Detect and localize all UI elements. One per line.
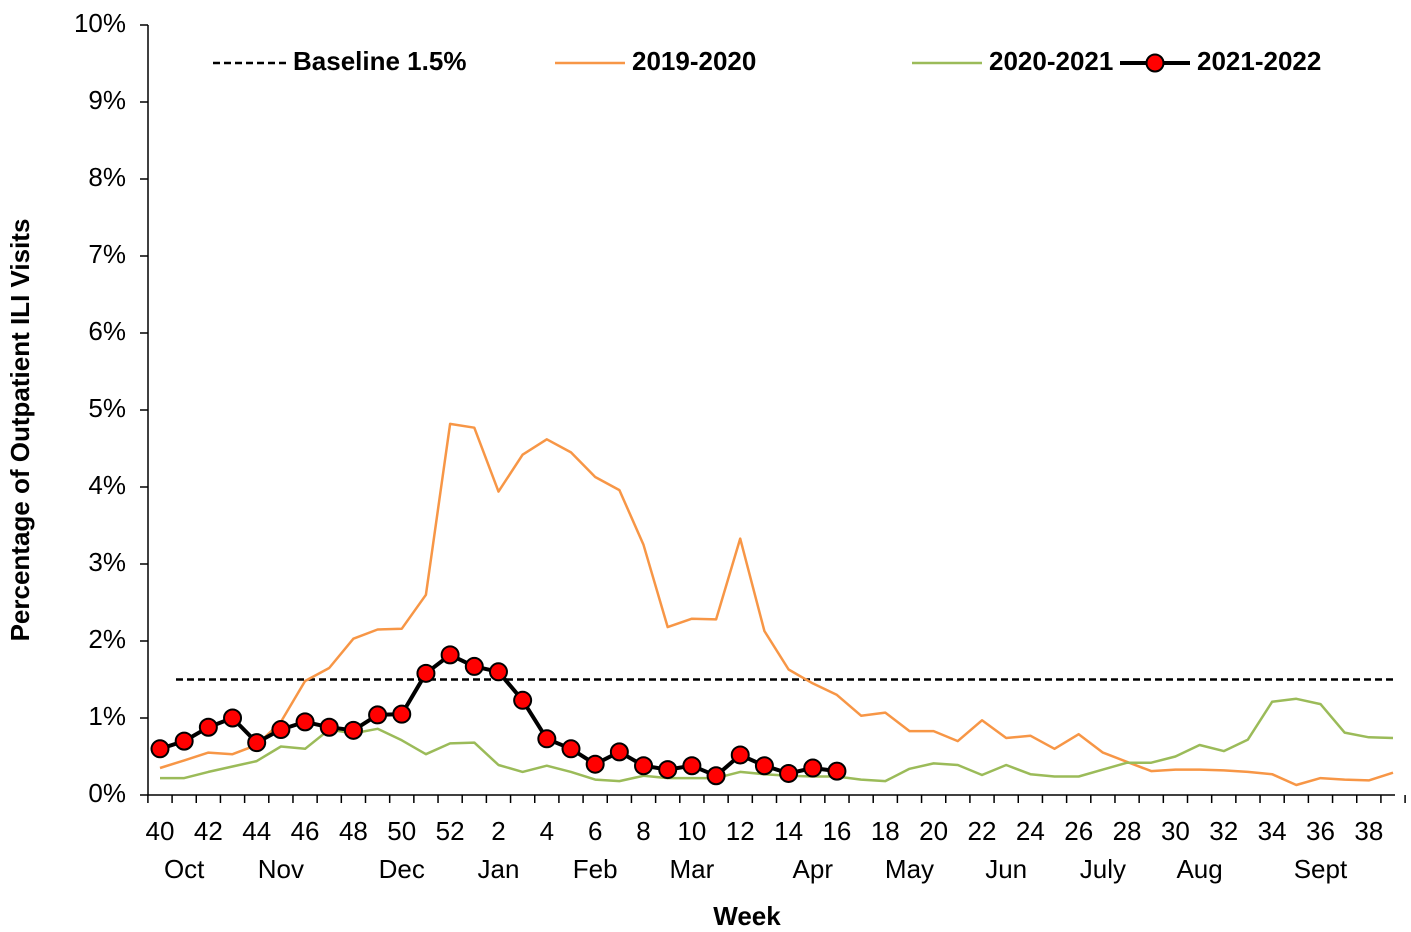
- x-tick-label: 38: [1354, 816, 1383, 846]
- series-marker: [561, 739, 581, 759]
- series-marker: [464, 656, 484, 676]
- legend-label: 2021-2022: [1197, 46, 1321, 76]
- y-tick-label: 5%: [88, 393, 126, 423]
- series-line: [159, 422, 1394, 787]
- month-label: Aug: [1176, 854, 1222, 884]
- y-tick-label: 10%: [74, 8, 126, 38]
- series-marker: [779, 763, 799, 783]
- month-label: Feb: [573, 854, 618, 884]
- x-tick-label: 8: [636, 816, 650, 846]
- series-marker: [537, 729, 557, 749]
- y-tick-label: 0%: [88, 778, 126, 808]
- x-axis-title: Week: [713, 901, 781, 931]
- legend-label: 2019-2020: [632, 46, 756, 76]
- series-marker: [223, 708, 243, 728]
- y-tick-label: 9%: [88, 85, 126, 115]
- series-marker: [634, 756, 654, 776]
- y-tick-label: 6%: [88, 316, 126, 346]
- series-marker: [271, 720, 291, 740]
- x-tick-label: 40: [146, 816, 175, 846]
- x-tick-label: 32: [1209, 816, 1238, 846]
- month-label: Jun: [985, 854, 1027, 884]
- x-tick-label: 18: [871, 816, 900, 846]
- series-marker: [730, 745, 750, 765]
- x-tick-label: 46: [291, 816, 320, 846]
- month-label: Apr: [793, 854, 834, 884]
- y-tick-label: 8%: [88, 162, 126, 192]
- x-tick-label: 22: [968, 816, 997, 846]
- series-marker: [754, 756, 774, 776]
- y-tick-label: 3%: [88, 547, 126, 577]
- x-tick-label: 4: [540, 816, 554, 846]
- x-tick-label: 24: [1016, 816, 1045, 846]
- series-marker: [368, 705, 388, 725]
- x-tick-label: 36: [1306, 816, 1335, 846]
- series-marker: [488, 662, 508, 682]
- x-tick-label: 42: [194, 816, 223, 846]
- series-marker: [827, 761, 847, 781]
- month-label: July: [1080, 854, 1126, 884]
- y-tick-label: 2%: [88, 624, 126, 654]
- x-tick-label: 44: [242, 816, 271, 846]
- month-label: Jan: [478, 854, 520, 884]
- x-tick-label: 2: [491, 816, 505, 846]
- x-tick-label: 26: [1064, 816, 1093, 846]
- y-tick-label: 1%: [88, 701, 126, 731]
- series-marker: [295, 712, 315, 732]
- y-axis-title: Percentage of Outpatient ILI Visits: [5, 219, 35, 642]
- series-marker: [247, 733, 267, 753]
- month-label: Sept: [1294, 854, 1348, 884]
- month-label: Oct: [164, 854, 205, 884]
- x-tick-label: 14: [774, 816, 803, 846]
- month-label: Nov: [258, 854, 304, 884]
- series-line: [160, 697, 1394, 783]
- series-marker: [706, 766, 726, 786]
- y-tick-label: 4%: [88, 470, 126, 500]
- series-marker: [609, 742, 629, 762]
- month-label: Mar: [669, 854, 714, 884]
- series-marker: [392, 704, 412, 724]
- series-marker: [440, 645, 460, 665]
- x-tick-label: 52: [436, 816, 465, 846]
- legend-label: Baseline 1.5%: [293, 46, 466, 76]
- x-tick-label: 16: [822, 816, 851, 846]
- x-tick-label: 30: [1161, 816, 1190, 846]
- series-marker: [150, 739, 170, 759]
- series-marker: [803, 758, 823, 778]
- legend-marker: [1145, 53, 1165, 73]
- series-marker: [319, 717, 339, 737]
- series-marker: [343, 720, 363, 740]
- y-tick-label: 7%: [88, 239, 126, 269]
- series-marker: [198, 717, 218, 737]
- series-marker: [513, 690, 533, 710]
- series-marker: [416, 663, 436, 683]
- x-tick-label: 48: [339, 816, 368, 846]
- legend-label: 2020-2021: [989, 46, 1113, 76]
- x-tick-label: 50: [387, 816, 416, 846]
- x-tick-label: 10: [677, 816, 706, 846]
- series-marker: [682, 756, 702, 776]
- x-tick-label: 12: [726, 816, 755, 846]
- series-marker: [658, 760, 678, 780]
- x-tick-label: 34: [1258, 816, 1287, 846]
- x-tick-label: 6: [588, 816, 602, 846]
- month-label: Dec: [379, 854, 425, 884]
- x-tick-label: 28: [1113, 816, 1142, 846]
- x-tick-label: 20: [919, 816, 948, 846]
- series-marker: [174, 731, 194, 751]
- series-marker: [585, 754, 605, 774]
- month-label: May: [885, 854, 934, 884]
